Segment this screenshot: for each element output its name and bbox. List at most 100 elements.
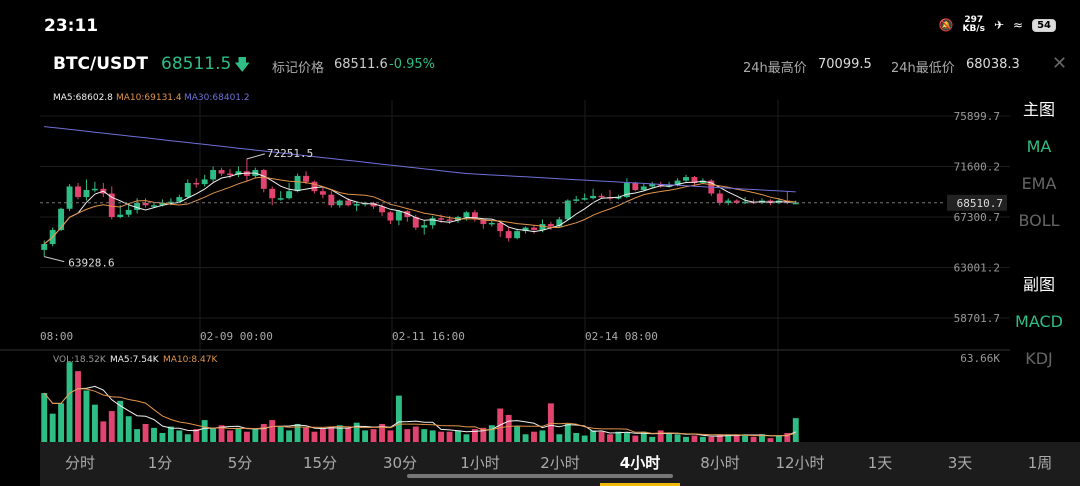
- volume-bar: [556, 434, 563, 442]
- volume-bar: [674, 434, 681, 442]
- timeframe-tab[interactable]: 12小时: [775, 454, 825, 472]
- volume-bar: [243, 431, 250, 442]
- volume-bar: [108, 411, 115, 442]
- ma-legend-item: MA5:68602.8: [53, 93, 113, 103]
- ma10-line: [43, 176, 796, 245]
- volume-bar: [792, 418, 799, 442]
- time-axis-label: 08:00: [40, 330, 73, 343]
- volume-bar: [784, 432, 791, 442]
- volume-bar: [615, 431, 622, 442]
- candle-body: [497, 222, 504, 232]
- volume-bar: [353, 422, 360, 442]
- high-value: 70099.5: [818, 57, 872, 72]
- candle-body: [421, 225, 428, 228]
- low-label: 24h最低价: [891, 61, 955, 76]
- candle-body: [167, 201, 174, 204]
- status-bar: 23:11 🔕 297 KB/s ✈ ≈ 54: [0, 0, 1080, 50]
- candle-body: [463, 212, 470, 218]
- volume-bar: [201, 420, 208, 442]
- candle-body: [286, 191, 293, 199]
- candle-body: [83, 189, 90, 198]
- volume-bar: [395, 395, 402, 442]
- candle-body: [556, 219, 563, 227]
- close-icon[interactable]: ✕: [1052, 53, 1068, 74]
- candle-body: [66, 186, 73, 209]
- volume-bar: [345, 427, 352, 442]
- candle-body: [733, 200, 740, 203]
- candle-body: [319, 191, 326, 195]
- volume-bar: [49, 413, 56, 442]
- candle-body: [336, 200, 343, 206]
- volume-bar: [623, 432, 630, 442]
- timeframe-bar: 分时 1分 5分 15分 30分 1小时 2小时 4小时 8小时 12小时 1天 3天 1周: [40, 442, 1080, 486]
- indicator-ema[interactable]: EMA: [1021, 174, 1057, 193]
- volume-bar: [590, 430, 597, 442]
- timeframe-tab[interactable]: 1分: [147, 454, 173, 472]
- status-icons: 🔕 297 KB/s ✈ ≈ 54: [939, 16, 1056, 34]
- timeframe-tab[interactable]: 1天: [867, 454, 893, 472]
- candle-body: [505, 231, 512, 239]
- candle-body: [547, 224, 554, 227]
- indicator-macd[interactable]: MACD: [1015, 312, 1063, 331]
- candle-body: [159, 202, 166, 206]
- volume-bar: [125, 416, 132, 442]
- volume-bar: [184, 434, 191, 442]
- ma30-line: [44, 126, 796, 193]
- change-percent: -0.95%: [389, 57, 435, 72]
- indicator-boll[interactable]: BOLL: [1018, 211, 1060, 230]
- timeframe-tab[interactable]: 15分: [302, 454, 338, 472]
- candle-body: [683, 177, 689, 181]
- ma5-line: [43, 172, 796, 245]
- volume-bars: [41, 362, 799, 442]
- candle-body: [184, 182, 191, 198]
- candle-body: [91, 188, 98, 191]
- candle-body: [193, 182, 200, 185]
- timeframe-tab[interactable]: 1小时: [460, 454, 500, 472]
- timeframe-tab[interactable]: 2小时: [540, 454, 580, 472]
- candle-body: [438, 218, 445, 220]
- volume-bar: [319, 429, 326, 442]
- volume-bar: [607, 434, 613, 442]
- volume-bar: [421, 429, 428, 442]
- volume-bar: [311, 431, 318, 442]
- high-label: 24h最高价: [743, 61, 807, 76]
- candle-body: [522, 227, 529, 232]
- timeframe-tab[interactable]: 3天: [947, 454, 973, 472]
- volume-bar: [750, 436, 757, 442]
- indicator-ma[interactable]: MA: [1026, 137, 1052, 156]
- volume-bar: [362, 430, 369, 442]
- candle-body: [108, 193, 115, 218]
- candle-body: [590, 195, 597, 199]
- candle-body: [210, 170, 217, 180]
- volume-bar: [733, 435, 740, 442]
- chart-grid: [0, 100, 1010, 442]
- volume-bar: [277, 426, 284, 442]
- timeframe-tab[interactable]: 4小时: [600, 442, 680, 486]
- volume-bar: [252, 429, 259, 442]
- volume-bar: [547, 403, 554, 442]
- indicator-kdj[interactable]: KDJ: [1025, 349, 1053, 368]
- volume-bar: [404, 429, 411, 442]
- volume-bar: [429, 430, 436, 442]
- current-price-box: [947, 194, 1007, 211]
- sub-indicator-panel: 副图 MACD KDJ: [998, 266, 1080, 377]
- volume-bar: [666, 432, 673, 442]
- candle-body: [218, 170, 225, 174]
- home-indicator: [407, 474, 673, 478]
- timeframe-tab[interactable]: 30分: [382, 454, 418, 472]
- indicator-panel-title: 副图: [1022, 275, 1055, 294]
- timeframe-tab[interactable]: 分时: [64, 454, 95, 472]
- timeframe-tab[interactable]: 8小时: [700, 454, 740, 472]
- candle-body: [573, 199, 580, 201]
- volume-bar: [41, 393, 48, 442]
- candle-body: [260, 170, 267, 189]
- wifi-icon: ≈: [1013, 18, 1024, 32]
- pair-name[interactable]: BTC/USDT: [53, 54, 148, 74]
- timeframe-tab[interactable]: 1周: [1027, 454, 1053, 472]
- price-tick-label: 63001.2: [954, 262, 1000, 275]
- low-value: 68038.3: [966, 57, 1020, 72]
- timeframe-tab[interactable]: 5分: [227, 454, 253, 472]
- candlestick-chart[interactable]: 75899.7 71600.2 67300.7 63001.2 58701.7 08:00…: [0, 0, 1010, 442]
- candle-body: [488, 222, 495, 225]
- volume-bar: [514, 426, 521, 442]
